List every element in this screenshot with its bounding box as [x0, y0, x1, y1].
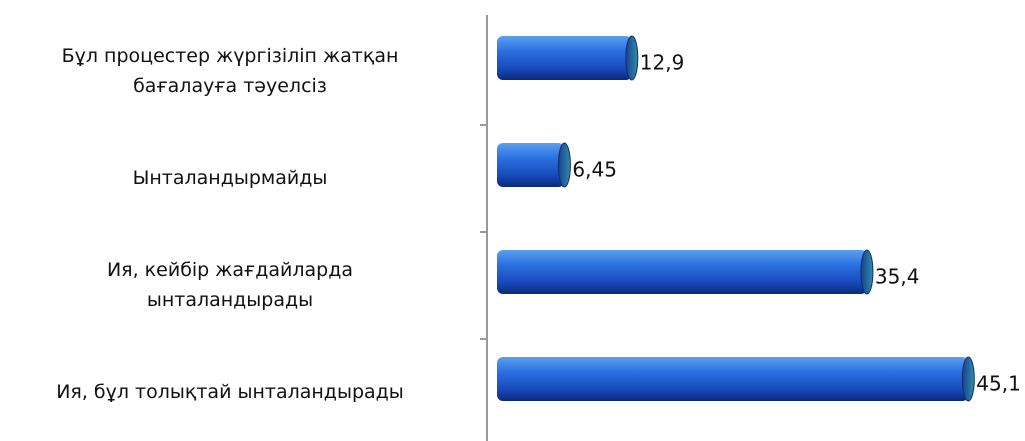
category-label: Ия, бұл толықтай ынталандырады [56, 381, 404, 403]
bar-cap [860, 249, 874, 295]
value-label: 35,4 [875, 265, 920, 289]
value-label: 6,45 [572, 158, 617, 182]
category-label: Ия, кейбір жағдайларда ынталандырады [106, 259, 354, 311]
category-label: Ынталандырмайды [132, 167, 328, 189]
value-label: 45,1 [976, 372, 1021, 396]
bar [497, 143, 565, 187]
bar-cap [625, 35, 639, 81]
value-label: 12,9 [640, 51, 685, 75]
bar [497, 357, 969, 401]
category-label: Бұл процестер жүргізіліп жатқан бағалауғ… [61, 45, 399, 97]
bar-cap [961, 356, 975, 402]
bar [497, 250, 867, 294]
bar-cap [557, 142, 571, 188]
bar [497, 36, 632, 80]
